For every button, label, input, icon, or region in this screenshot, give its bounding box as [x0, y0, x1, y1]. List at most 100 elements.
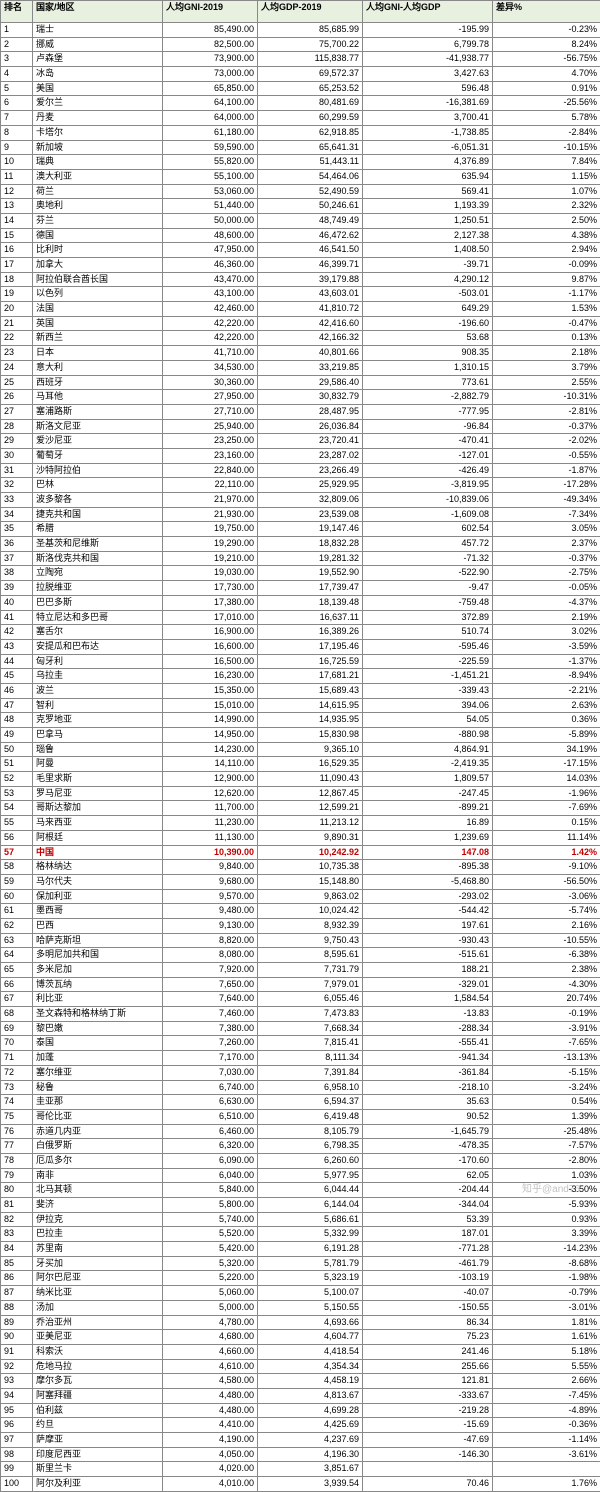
country: 巴西 [33, 918, 163, 933]
diff-cell: -880.98 [363, 728, 493, 743]
rank: 13 [1, 199, 33, 214]
country: 危地马拉 [33, 1359, 163, 1374]
rank: 71 [1, 1051, 33, 1066]
diff-cell: -5,468.80 [363, 874, 493, 889]
country: 奥地利 [33, 199, 163, 214]
country: 圭亚那 [33, 1095, 163, 1110]
table-row: 94阿塞拜疆4,480.004,813.67-333.67-7.45% [1, 1388, 600, 1403]
pct-cell: 20.74% [493, 992, 600, 1007]
table-row: 39拉脱维亚17,730.0017,739.47-9.47-0.05% [1, 581, 600, 596]
rank: 93 [1, 1374, 33, 1389]
gni-cell: 19,290.00 [163, 537, 258, 552]
gni-cell: 19,030.00 [163, 566, 258, 581]
rank: 54 [1, 801, 33, 816]
rank: 87 [1, 1286, 33, 1301]
table-row: 46波兰15,350.0015,689.43-339.43-2.21% [1, 683, 600, 698]
pct-cell: 7.84% [493, 155, 600, 170]
rank: 70 [1, 1036, 33, 1051]
gni-cell: 4,190.00 [163, 1433, 258, 1448]
diff-cell: 635.94 [363, 169, 493, 184]
gni-cell: 11,700.00 [163, 801, 258, 816]
country: 汤加 [33, 1300, 163, 1315]
country: 斯洛伐克共和国 [33, 551, 163, 566]
gdp-cell: 4,458.19 [258, 1374, 363, 1389]
diff-cell: -39.71 [363, 258, 493, 273]
diff-cell: 241.46 [363, 1344, 493, 1359]
diff-cell: -503.01 [363, 287, 493, 302]
country: 阿尔及利亚 [33, 1477, 163, 1492]
diff-cell: 4,376.89 [363, 155, 493, 170]
gni-cell: 48,600.00 [163, 228, 258, 243]
pct-cell: 1.81% [493, 1315, 600, 1330]
table-row: 54哥斯达黎加11,700.0012,599.21-899.21-7.69% [1, 801, 600, 816]
diff-cell: -150.55 [363, 1300, 493, 1315]
gni-cell: 7,920.00 [163, 963, 258, 978]
gdp-cell: 8,595.61 [258, 948, 363, 963]
country: 立陶宛 [33, 566, 163, 581]
gni-cell: 7,650.00 [163, 977, 258, 992]
gdp-cell: 51,443.11 [258, 155, 363, 170]
pct-cell: -1.87% [493, 463, 600, 478]
pct-cell: 11.14% [493, 830, 600, 845]
pct-cell: -0.37% [493, 551, 600, 566]
table-row: 31沙特阿拉伯22,840.0023,266.49-426.49-1.87% [1, 463, 600, 478]
gni-cell: 5,800.00 [163, 1198, 258, 1213]
table-row: 21英国42,220.0042,416.60-196.60-0.47% [1, 316, 600, 331]
pct-cell: 2.18% [493, 346, 600, 361]
gdp-cell: 5,977.95 [258, 1168, 363, 1183]
country: 马尔代夫 [33, 874, 163, 889]
diff-cell: 35.63 [363, 1095, 493, 1110]
rank: 60 [1, 889, 33, 904]
pct-cell: -2.81% [493, 404, 600, 419]
gdp-cell: 7,979.01 [258, 977, 363, 992]
gdp-cell: 3,851.67 [258, 1462, 363, 1477]
pct-cell [493, 1462, 600, 1477]
gdp-cell: 5,332.99 [258, 1227, 363, 1242]
rank: 37 [1, 551, 33, 566]
rank: 34 [1, 507, 33, 522]
table-row: 1瑞士85,490.0085,685.99-195.99-0.23% [1, 23, 600, 38]
pct-cell: 3.79% [493, 360, 600, 375]
rank: 20 [1, 302, 33, 317]
gni-cell: 65,850.00 [163, 81, 258, 96]
gdp-cell: 18,832.28 [258, 537, 363, 552]
rank: 96 [1, 1418, 33, 1433]
rank: 1 [1, 23, 33, 38]
gni-cell: 6,740.00 [163, 1080, 258, 1095]
table-row: 84苏里南5,420.006,191.28-771.28-14.23% [1, 1242, 600, 1257]
pct-cell: 2.32% [493, 199, 600, 214]
gdp-cell: 80,481.69 [258, 96, 363, 111]
gni-cell: 6,510.00 [163, 1109, 258, 1124]
rank: 52 [1, 772, 33, 787]
gni-cell: 4,480.00 [163, 1403, 258, 1418]
rank: 2 [1, 37, 33, 52]
pct-cell: 1.61% [493, 1330, 600, 1345]
rank: 24 [1, 360, 33, 375]
pct-cell: -6.38% [493, 948, 600, 963]
pct-cell: -2.84% [493, 125, 600, 140]
diff-cell: 569.41 [363, 184, 493, 199]
diff-cell: -1,451.21 [363, 669, 493, 684]
table-row: 68圣文森特和格林纳丁斯7,460.007,473.83-13.83-0.19% [1, 1007, 600, 1022]
diff-cell: -1,645.79 [363, 1124, 493, 1139]
country: 多米尼加 [33, 963, 163, 978]
country: 利比亚 [33, 992, 163, 1007]
rank: 64 [1, 948, 33, 963]
gni-cell: 73,900.00 [163, 52, 258, 67]
table-row: 10瑞典55,820.0051,443.114,376.897.84% [1, 155, 600, 170]
diff-cell: -895.38 [363, 860, 493, 875]
pct-cell: -25.48% [493, 1124, 600, 1139]
gni-cell: 5,840.00 [163, 1183, 258, 1198]
table-row: 4冰岛73,000.0069,572.373,427.634.70% [1, 67, 600, 82]
pct-cell: 1.03% [493, 1168, 600, 1183]
col-diff: 人均GNI-人均GDP [363, 1, 493, 23]
table-row: 58格林纳达9,840.0010,735.38-895.38-9.10% [1, 860, 600, 875]
country: 毛里求斯 [33, 772, 163, 787]
pct-cell: -7.57% [493, 1139, 600, 1154]
gdp-cell: 15,689.43 [258, 683, 363, 698]
pct-cell: -0.79% [493, 1286, 600, 1301]
table-row: 8卡塔尔61,180.0062,918.85-1,738.85-2.84% [1, 125, 600, 140]
pct-cell: -2.80% [493, 1153, 600, 1168]
gni-cell: 42,220.00 [163, 316, 258, 331]
rank: 97 [1, 1433, 33, 1448]
